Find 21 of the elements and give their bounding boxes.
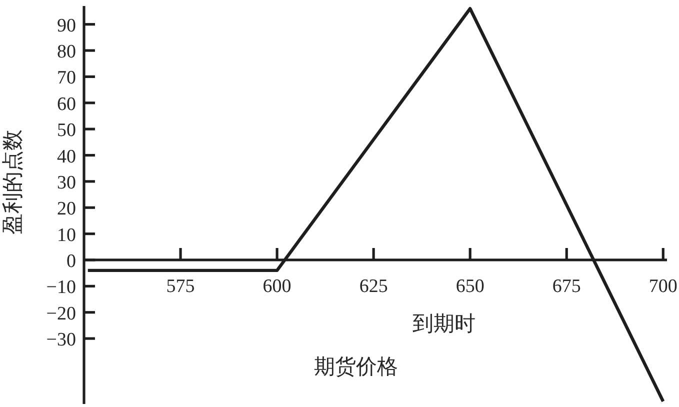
y-tick-label: 90: [57, 15, 76, 36]
x-tick-label: 700: [648, 276, 678, 297]
x-tick-label: 625: [359, 276, 388, 297]
x-tick-label: 675: [552, 276, 581, 297]
y-tick-label: −20: [46, 303, 76, 324]
y-tick-label: 30: [57, 172, 76, 194]
x-tick-label: 650: [456, 276, 484, 297]
y-tick-label: 80: [57, 42, 76, 63]
y-tick-label: 40: [57, 146, 76, 168]
y-tick-label: −30: [46, 330, 76, 351]
y-tick-label: 70: [57, 68, 76, 89]
x-tick-label: 600: [262, 276, 292, 297]
x-axis-title: 到期时期货价格: [314, 312, 476, 379]
y-tick-label: 20: [57, 198, 76, 220]
y-axis-title: 盈利的点数: [0, 130, 25, 234]
y-tick-label: 0: [66, 250, 76, 272]
y-tick-label: 10: [57, 224, 76, 246]
y-tick-label: 50: [57, 120, 76, 142]
x-tick-label: 575: [166, 276, 195, 297]
y-tick-label: 60: [57, 94, 76, 115]
y-tick-label: −10: [46, 277, 76, 298]
